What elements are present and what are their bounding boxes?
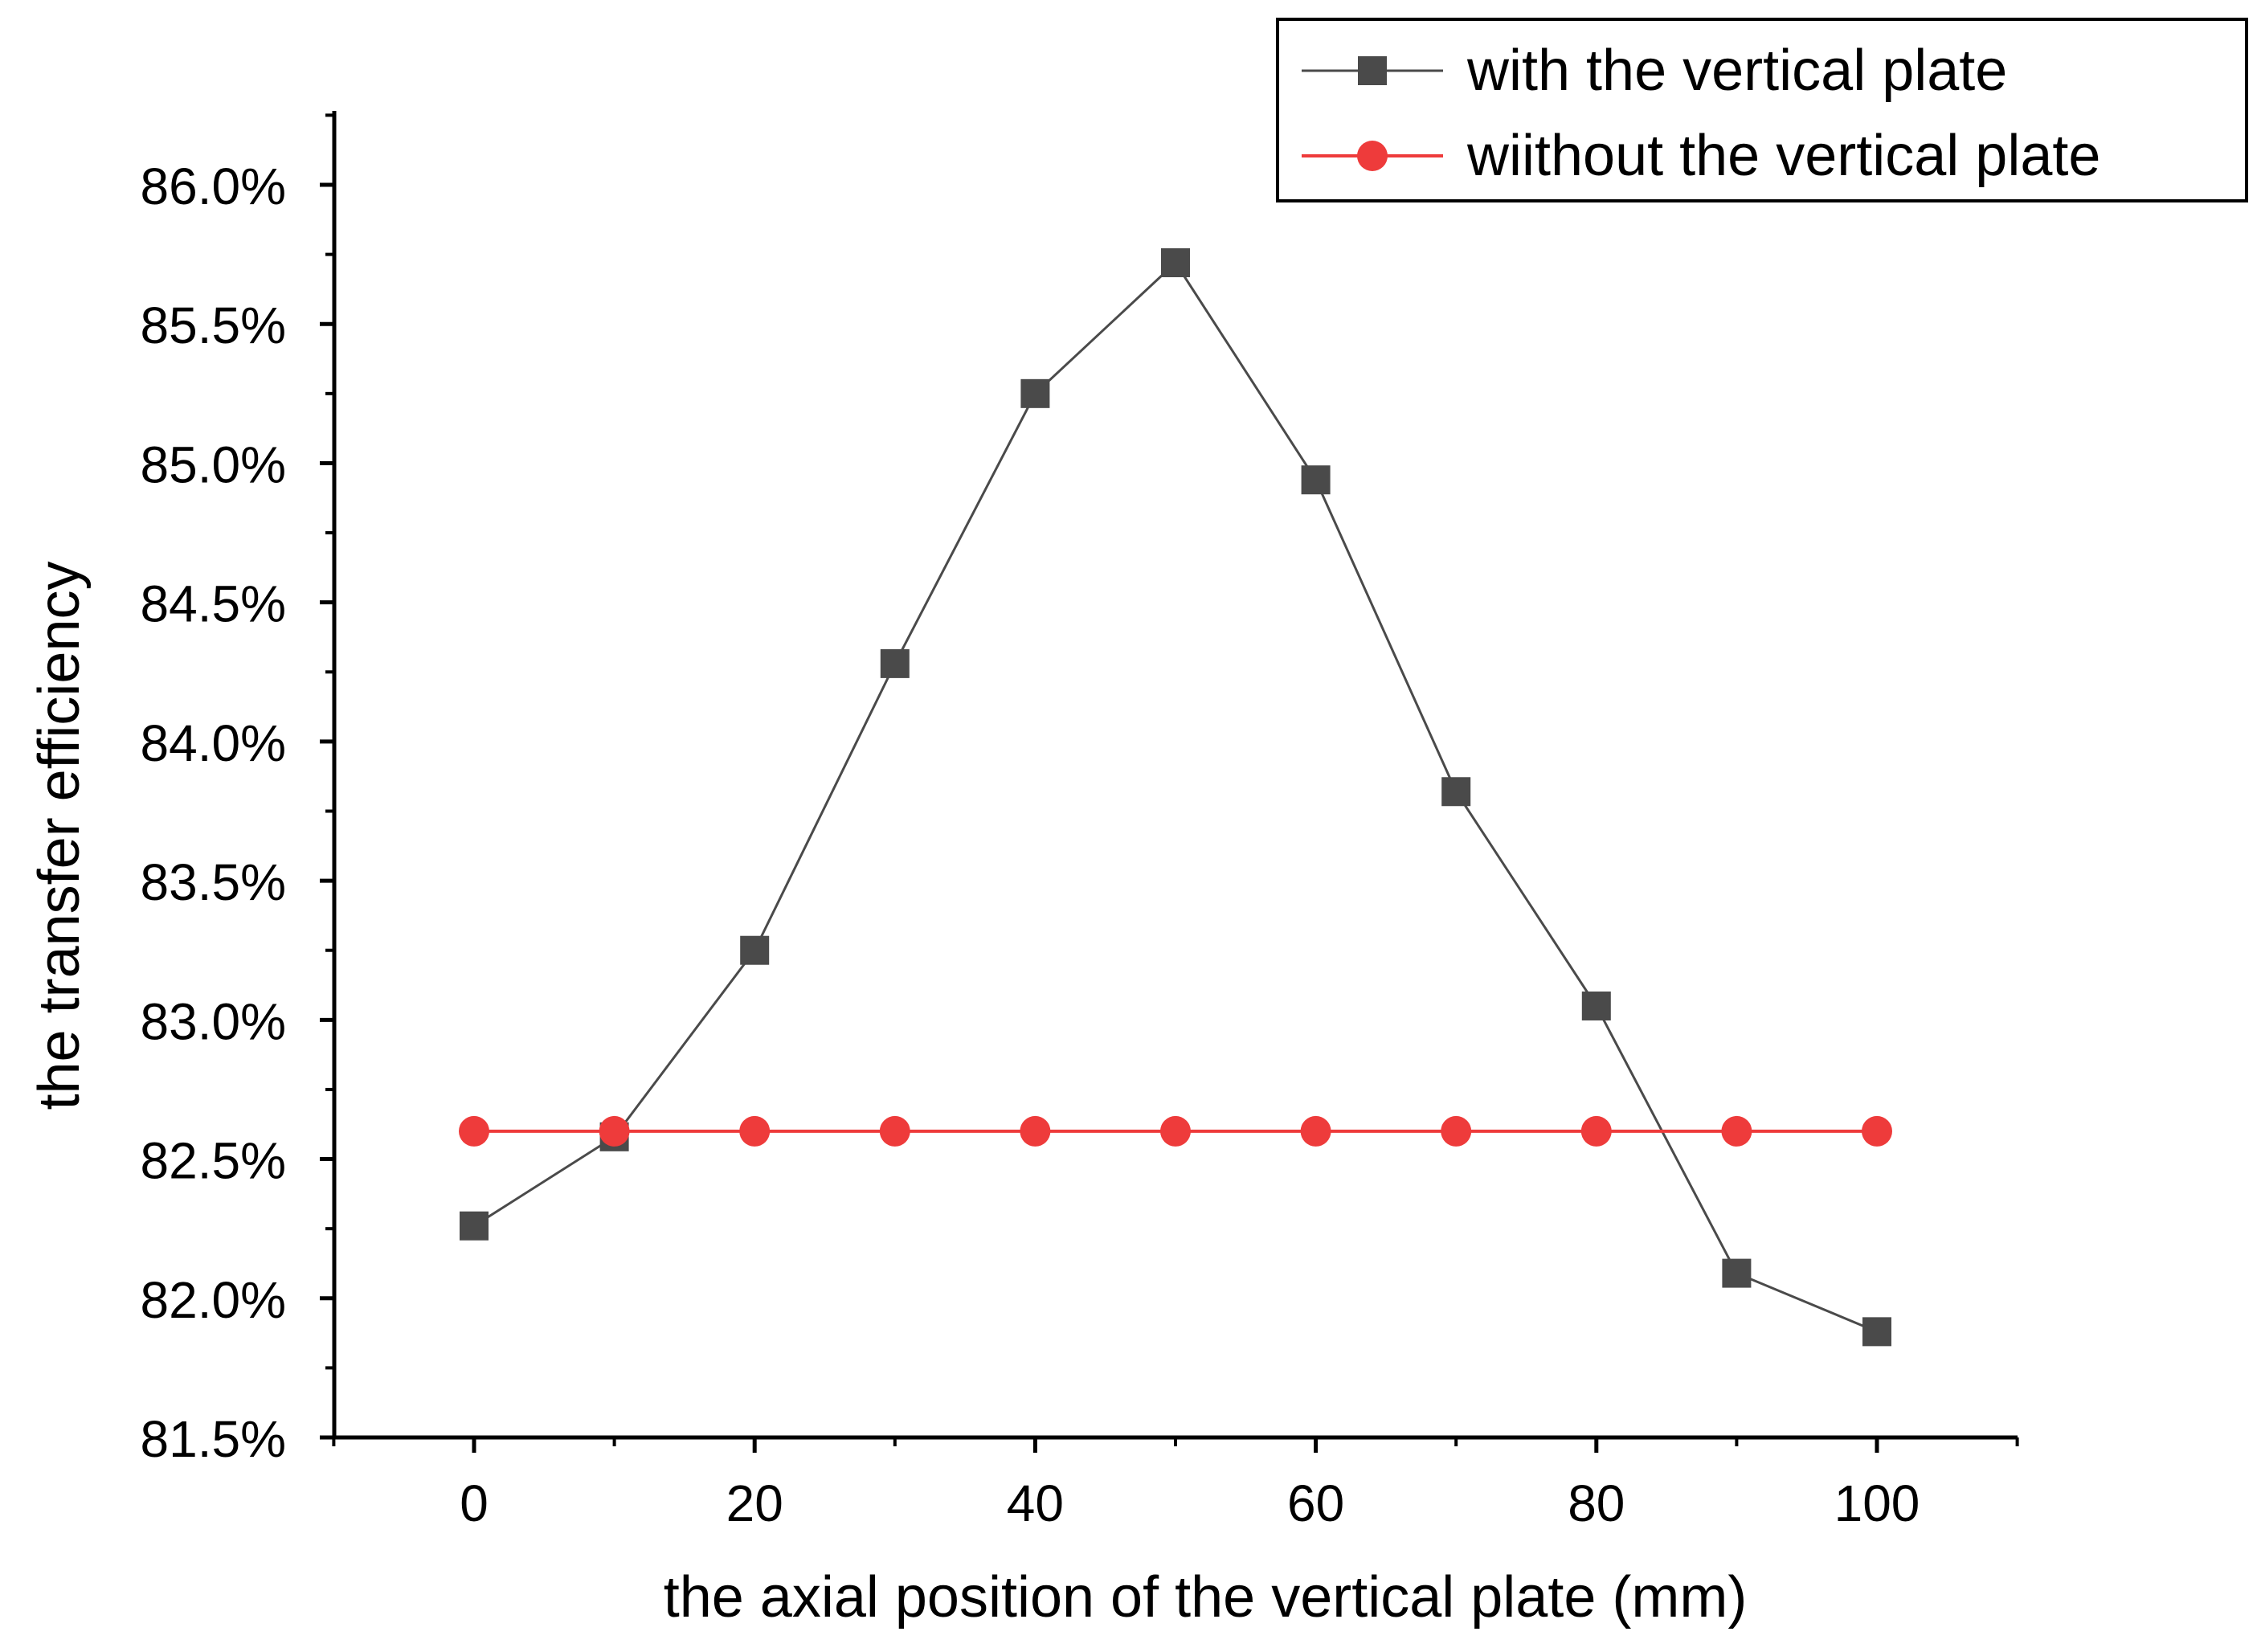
legend-circle-marker (1357, 141, 1388, 171)
legend-label: wiithout the vertical plate (1466, 124, 2100, 188)
data-point-circle (1580, 1115, 1612, 1147)
data-point-circle (879, 1115, 910, 1147)
series-1 (460, 248, 1891, 1347)
x-tick-label: 40 (1007, 1474, 1064, 1532)
series (459, 248, 1892, 1347)
data-point-square (460, 1211, 489, 1241)
x-tick-label: 100 (1834, 1474, 1920, 1532)
data-point-circle (1441, 1115, 1472, 1147)
data-point-square (1020, 378, 1050, 408)
y-tick-label: 86.0% (141, 157, 286, 215)
data-point-circle (459, 1115, 489, 1147)
series-2 (459, 1115, 1892, 1147)
data-point-circle (1020, 1115, 1051, 1147)
data-point-circle (1721, 1115, 1752, 1147)
y-tick-label: 84.0% (141, 714, 286, 772)
data-point-circle (599, 1115, 630, 1147)
data-point-square (1441, 777, 1471, 807)
data-point-square (1301, 465, 1331, 495)
data-point-circle (1862, 1115, 1892, 1147)
y-tick-label: 82.5% (141, 1132, 286, 1190)
y-axis-label: the transfer efficiency (27, 561, 92, 1110)
legend-square-marker (1358, 56, 1387, 85)
legend-box (1276, 18, 2248, 202)
y-tick-label: 83.0% (141, 992, 286, 1050)
axes (332, 111, 2018, 1440)
axis-ticks: 81.5% 82.0% 82.5% 83.0% 83.5% 84.0% 84.5% 85.0%… (141, 113, 2019, 1532)
data-point-circle (1160, 1115, 1191, 1147)
data-point-square (1581, 992, 1611, 1021)
y-tick-label: 81.5% (141, 1410, 286, 1468)
x-tick-label: 60 (1287, 1474, 1344, 1532)
x-axis-label: the axial position of the vertical plate… (664, 1565, 1748, 1630)
data-point-circle (1300, 1115, 1331, 1147)
y-tick-label: 83.5% (141, 853, 286, 911)
y-tick-label: 85.5% (141, 296, 286, 354)
data-point-square (1161, 248, 1190, 278)
data-point-square (1722, 1258, 1752, 1288)
y-tick-label: 82.0% (141, 1271, 286, 1329)
data-point-square (1862, 1317, 1891, 1347)
y-tick-label: 84.5% (141, 575, 286, 633)
data-point-circle (739, 1115, 771, 1147)
x-tick-label: 0 (460, 1474, 489, 1532)
data-point-square (880, 648, 910, 678)
series-line (473, 260, 1878, 1333)
x-tick-label: 80 (1568, 1474, 1625, 1532)
data-point-square (740, 935, 770, 965)
y-tick-label: 85.0% (141, 435, 286, 493)
legend-label: with the vertical plate (1466, 39, 2007, 103)
legend: with the vertical plate wiithout the vert… (1276, 18, 2248, 202)
x-tick-label: 20 (726, 1474, 783, 1532)
